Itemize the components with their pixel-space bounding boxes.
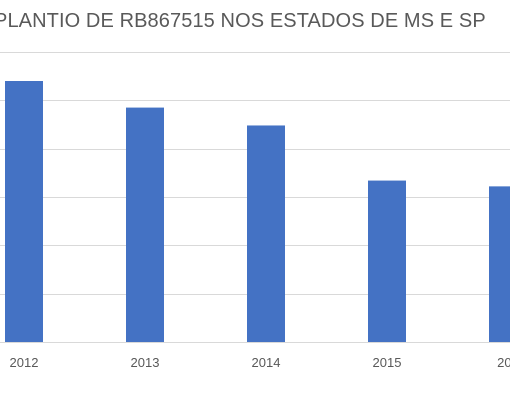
x-tick-label-2015: 2015	[373, 355, 402, 370]
x-tick-labels: 2012 2013 2014 2015 201	[10, 355, 510, 370]
bar-2016	[489, 186, 510, 342]
bars	[5, 81, 510, 342]
x-tick-label-2014: 2014	[252, 355, 281, 370]
bar-2015	[368, 180, 406, 342]
chart-title: PLANTIO DE RB867515 NOS ESTADOS DE MS E …	[0, 10, 486, 32]
bar-2014	[247, 125, 285, 342]
bar-2013	[126, 107, 164, 342]
bar-2012	[5, 81, 43, 342]
x-tick-label-2016: 201	[497, 355, 510, 370]
x-tick-label-2013: 2013	[131, 355, 160, 370]
x-tick-label-2012: 2012	[10, 355, 39, 370]
